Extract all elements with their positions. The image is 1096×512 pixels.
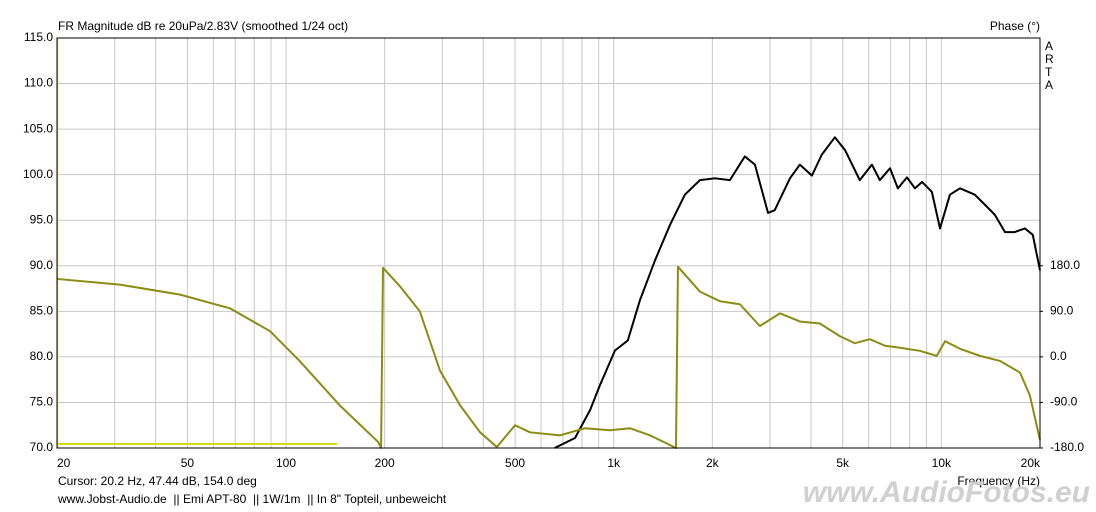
y2-tick-label: 90.0 bbox=[1050, 304, 1074, 318]
x-tick-label: 500 bbox=[505, 456, 525, 470]
y-tick-label: 95.0 bbox=[30, 212, 54, 226]
brand: ARTA bbox=[1045, 39, 1054, 92]
x-tick-label: 1k bbox=[607, 456, 621, 470]
cursor-readout: Cursor: 20.2 Hz, 47.44 dB, 154.0 deg bbox=[58, 474, 257, 488]
y-tick-label: 75.0 bbox=[30, 395, 54, 409]
watermark: www.AudioFotos.eu bbox=[803, 476, 1090, 509]
x-tick-label: 100 bbox=[276, 456, 296, 470]
plot-area bbox=[57, 38, 1040, 448]
x-tick-label: 5k bbox=[836, 456, 850, 470]
plot-frame bbox=[56, 37, 1041, 449]
y2-tick-label: 0.0 bbox=[1050, 349, 1067, 363]
y-tick-label: 100.0 bbox=[23, 167, 53, 181]
y2-axis-title: Phase (°) bbox=[990, 19, 1040, 33]
x-tick-label: 20 bbox=[57, 456, 71, 470]
y2-tick-label: 180.0 bbox=[1050, 258, 1080, 272]
y2-tick-label: -90.0 bbox=[1050, 395, 1078, 409]
y-tick-label: 70.0 bbox=[30, 440, 54, 454]
y-tick-label: 105.0 bbox=[23, 121, 53, 135]
x-tick-label: 10k bbox=[932, 456, 952, 470]
y-tick-label: 90.0 bbox=[30, 258, 54, 272]
y-tick-label: 80.0 bbox=[30, 349, 54, 363]
y-tick-label: 85.0 bbox=[30, 304, 54, 318]
chart-title: FR Magnitude dB re 20uPa/2.83V (smoothed… bbox=[58, 19, 348, 33]
x-axis-title: Frequency (Hz) bbox=[957, 474, 1040, 488]
footer: www.Jobst-Audio.de || Emi APT-80 || 1W/1… bbox=[57, 492, 447, 506]
y2-tick-label: -180.0 bbox=[1050, 440, 1084, 454]
x-tick-label: 50 bbox=[181, 456, 195, 470]
lines bbox=[56, 136, 1041, 449]
x-tick-label: 20k bbox=[1021, 456, 1041, 470]
x-tick-label: 2k bbox=[706, 456, 720, 470]
y-tick-label: 110.0 bbox=[24, 76, 53, 90]
series-line bbox=[554, 136, 1041, 449]
labels: 20 50 100 200 500 1k 2k 5k 10k 20k 70.0 75.0 80.0 85.… bbox=[23, 30, 1084, 470]
y-tick-label: 115.0 bbox=[24, 30, 53, 44]
series-line bbox=[56, 265, 1041, 449]
x-tick-label: 200 bbox=[375, 456, 395, 470]
